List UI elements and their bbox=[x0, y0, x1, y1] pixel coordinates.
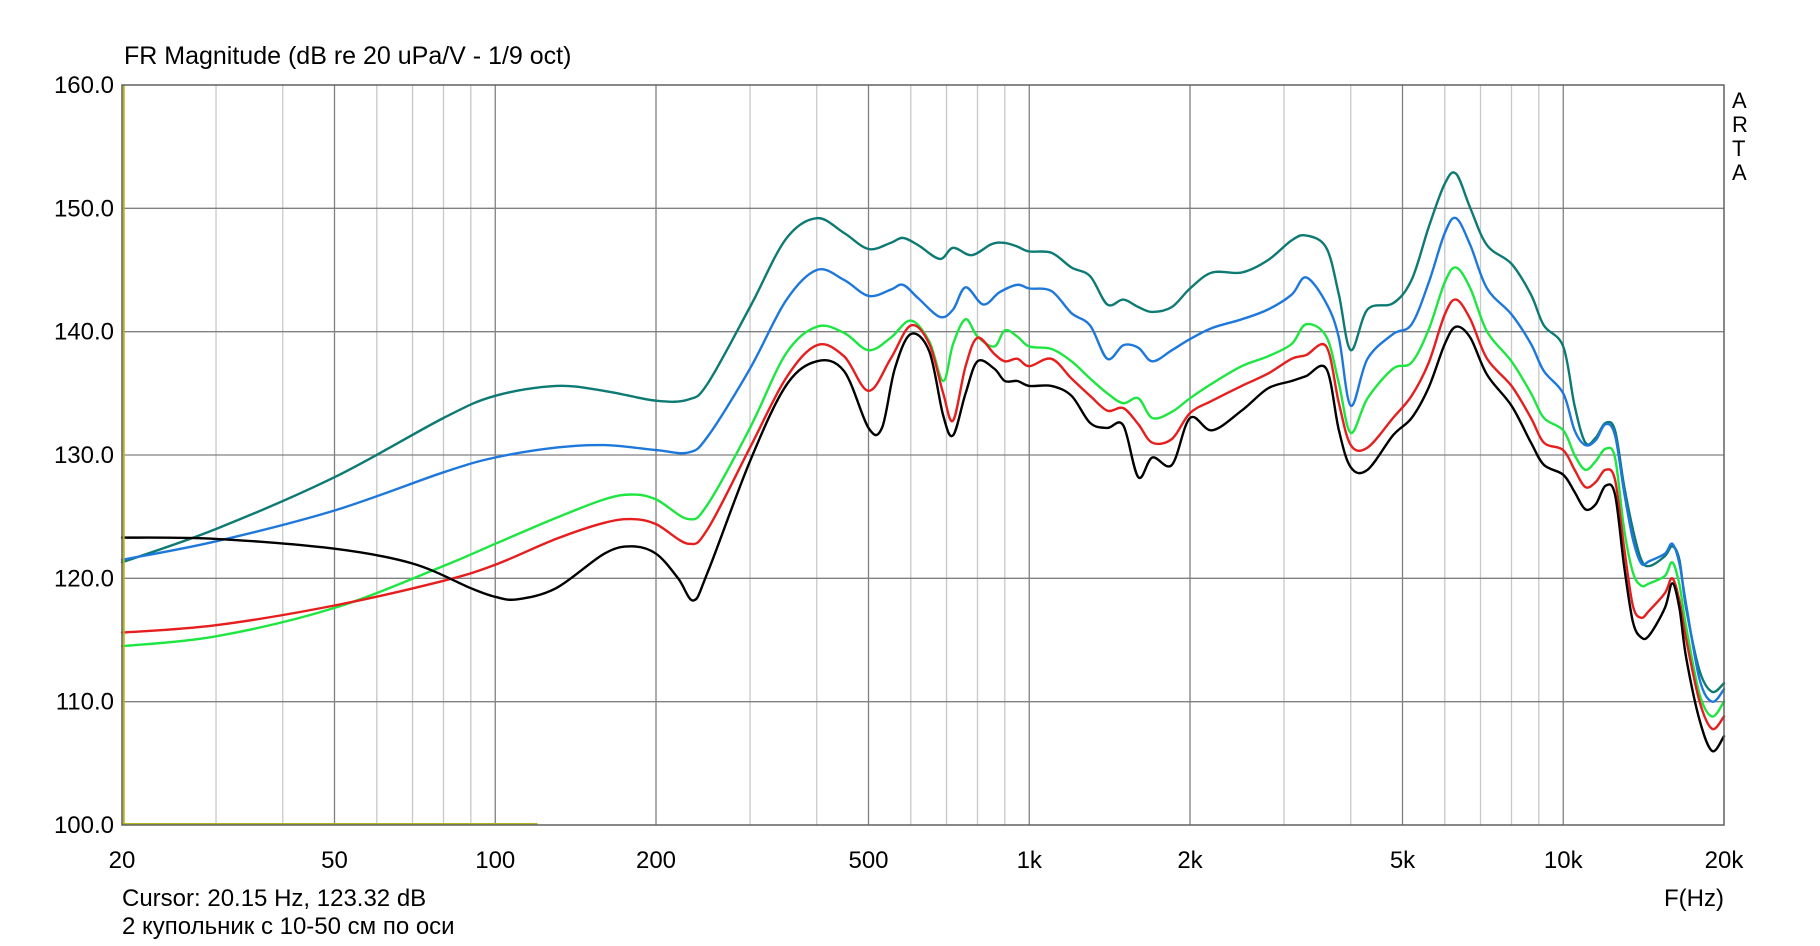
cursor-readout: Cursor: 20.15 Hz, 123.32 dB bbox=[122, 885, 426, 912]
x-tick-label: 1k bbox=[1017, 847, 1043, 874]
y-tick-label: 100.0 bbox=[54, 812, 114, 839]
y-tick-label: 120.0 bbox=[54, 565, 114, 592]
x-tick-label: 20k bbox=[1705, 847, 1745, 874]
x-tick-label: 20 bbox=[109, 847, 136, 874]
x-tick-label: 2k bbox=[1177, 847, 1203, 874]
measurement-note: 2 купольник с 10-50 см по оси bbox=[122, 913, 455, 940]
cursor-marker bbox=[122, 85, 538, 825]
plot-frame bbox=[121, 84, 1725, 826]
brand-letter: A bbox=[1732, 160, 1747, 185]
brand-letter: R bbox=[1732, 112, 1748, 137]
x-tick-label: 5k bbox=[1390, 847, 1416, 874]
grid-lines bbox=[122, 85, 1724, 825]
x-axis-tick-labels: 20 50 100 200 500 1k 2k 5k 10k 20k bbox=[109, 847, 1745, 874]
series-line-4 bbox=[120, 298, 1726, 731]
series-line-2 bbox=[120, 216, 1726, 703]
x-tick-label: 500 bbox=[848, 847, 888, 874]
x-tick-label: 200 bbox=[636, 847, 676, 874]
series-line-1 bbox=[120, 171, 1726, 694]
y-tick-label: 140.0 bbox=[54, 319, 114, 346]
series-line-3 bbox=[120, 266, 1726, 718]
series-lines bbox=[120, 171, 1726, 753]
y-tick-label: 130.0 bbox=[54, 442, 114, 469]
x-tick-label: 10k bbox=[1544, 847, 1584, 874]
y-tick-label: 110.0 bbox=[56, 689, 114, 716]
x-tick-label: 50 bbox=[321, 847, 348, 874]
y-tick-label: 160.0 bbox=[54, 72, 114, 99]
x-axis-label: F(Hz) bbox=[1664, 885, 1724, 912]
brand-letter: A bbox=[1732, 88, 1747, 113]
series-line-5 bbox=[120, 325, 1726, 753]
chart-title: FR Magnitude (dB re 20 uPa/V - 1/9 oct) bbox=[124, 42, 571, 70]
y-tick-label: 150.0 bbox=[54, 195, 114, 222]
x-tick-label: 100 bbox=[475, 847, 515, 874]
y-axis-tick-labels: 100.0 110.0 120.0 130.0 140.0 150.0 160.0 bbox=[54, 72, 114, 839]
brand-letter: T bbox=[1732, 136, 1745, 161]
